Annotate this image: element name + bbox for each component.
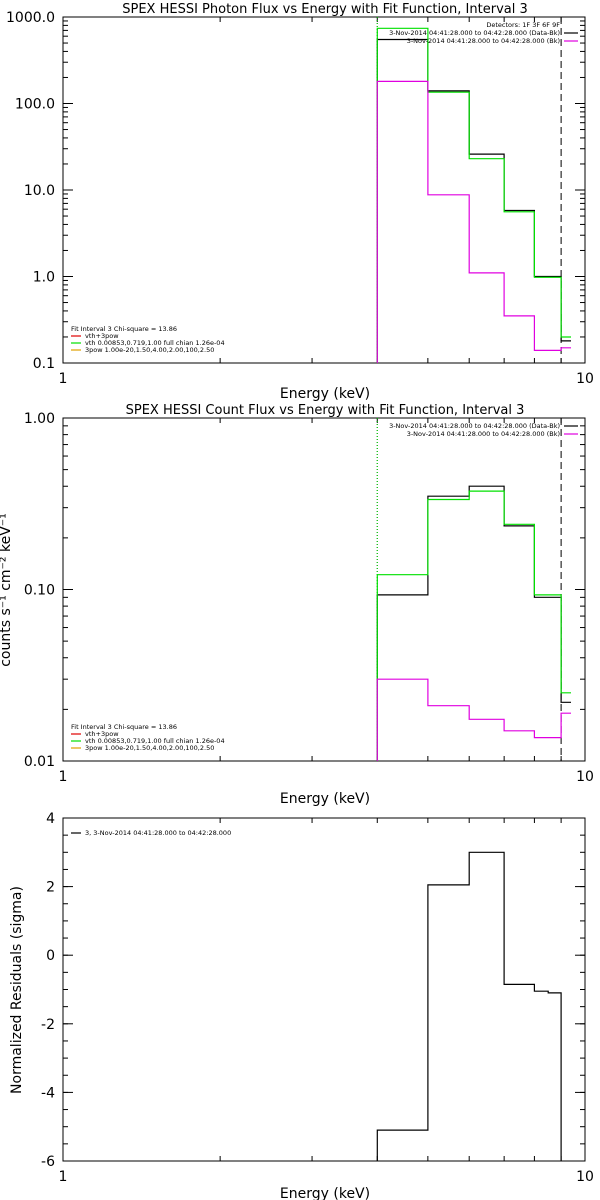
photon-flux-plot-area: 1 10 0.1 1.0 10.0 100.0 1000.0 Detectors: 1F 3F… (6, 10, 594, 387)
y-tick-label: 100.0 (15, 97, 55, 113)
y-tick-label: 0.10 (24, 583, 55, 599)
x-tick-label: 10 (576, 371, 594, 387)
legend-entry-text: 3-Nov-2014 04:41:28.000 to 04:42:28.000 … (407, 37, 560, 45)
legend-entry-text: 3pow 1.00e-20,1.50,4.00,2.00,100,2.50 (85, 346, 214, 354)
y-tick-label: 1000.0 (6, 10, 55, 26)
legend-entry-text: 3-Nov-2014 04:41:28.000 to 04:42:28.000 … (407, 430, 560, 438)
y-tick-label: 1.0 (33, 270, 55, 286)
y-tick-label: 1.00 (24, 411, 55, 427)
x-axis-label: Energy (keV) (280, 1186, 370, 1200)
legend-entry-text: vth 0.00853,0.719,1.00 full chian 1.26e-… (85, 737, 225, 745)
y-tick-label: -2 (41, 1017, 55, 1033)
spectrum-step-line (376, 678, 571, 761)
x-tick-label: 1 (59, 371, 68, 387)
y-axis-label: Normalized Residuals (sigma) (9, 886, 25, 1094)
spectrum-step-line (376, 80, 571, 363)
count-flux-plot-area: 1 10 0.01 0.10 1.00 3-Nov-2014 04:41:28.000 t… (24, 411, 594, 785)
spectrum-step-line (376, 27, 571, 363)
legend-entry-text: 3pow 1.00e-20,1.50,4.00,2.00,100,2.50 (85, 744, 214, 752)
y-tick-label: 10.0 (24, 183, 55, 199)
legend-entry-text: vth 0.00853,0.719,1.00 full chian 1.26e-… (85, 339, 225, 347)
legend-entry-text: 3-Nov-2014 04:41:28.000 to 04:42:28.000 … (389, 422, 560, 430)
chart-title: SPEX HESSI Count Flux vs Energy with Fit… (126, 403, 525, 418)
x-tick-label: 1 (59, 1169, 68, 1185)
y-tick-label: -6 (41, 1154, 55, 1170)
y-tick-label: 0.01 (24, 754, 55, 770)
residuals-plot-area: 1 10 -6 -4 -2 0 2 4 3, 3-Nov-2014 04:41:28.000 t… (41, 811, 594, 1185)
legend-fit-header: Fit Interval 3 Chi-square = 13.86 (71, 325, 177, 333)
chart-title: SPEX HESSI Photon Flux vs Energy with Fi… (122, 2, 528, 17)
x-tick-label: 10 (576, 1169, 594, 1185)
y-tick-label: 4 (46, 811, 55, 827)
legend-entry-text: vth+3pow (85, 332, 119, 340)
y-tick-label: -4 (41, 1085, 55, 1101)
legend-fit-header: Fit Interval 3 Chi-square = 13.86 (71, 723, 177, 731)
y-tick-label: 2 (46, 880, 55, 896)
x-tick-label: 10 (576, 769, 594, 785)
legend-detectors: Detectors: 1F 3F 6F 9F (486, 21, 560, 29)
legend-entry-text: vth+3pow (85, 730, 119, 738)
photon-flux-panel: SPEX HESSI Photon Flux vs Energy with Fi… (6, 2, 594, 402)
legend-entry-text: 3, 3-Nov-2014 04:41:28.000 to 04:42:28.0… (85, 829, 231, 837)
spectrum-step-line (376, 851, 562, 1161)
y-axis-label: counts s⁻¹ cm⁻² keV⁻¹ (0, 513, 14, 667)
x-axis-label: Energy (keV) (280, 386, 370, 402)
y-tick-label: 0 (46, 948, 55, 964)
y-tick-label: 0.1 (33, 356, 55, 372)
count-flux-panel: SPEX HESSI Count Flux vs Energy with Fit… (0, 403, 594, 807)
legend-entry-text: 3-Nov-2014 04:41:28.000 to 04:42:28.000 … (389, 29, 560, 37)
x-axis-label: Energy (keV) (280, 791, 370, 807)
residuals-panel: 1 10 -6 -4 -2 0 2 4 3, 3-Nov-2014 04:41:28.000 t… (9, 811, 594, 1200)
spectrum-step-line (376, 490, 571, 761)
x-tick-label: 1 (59, 769, 68, 785)
